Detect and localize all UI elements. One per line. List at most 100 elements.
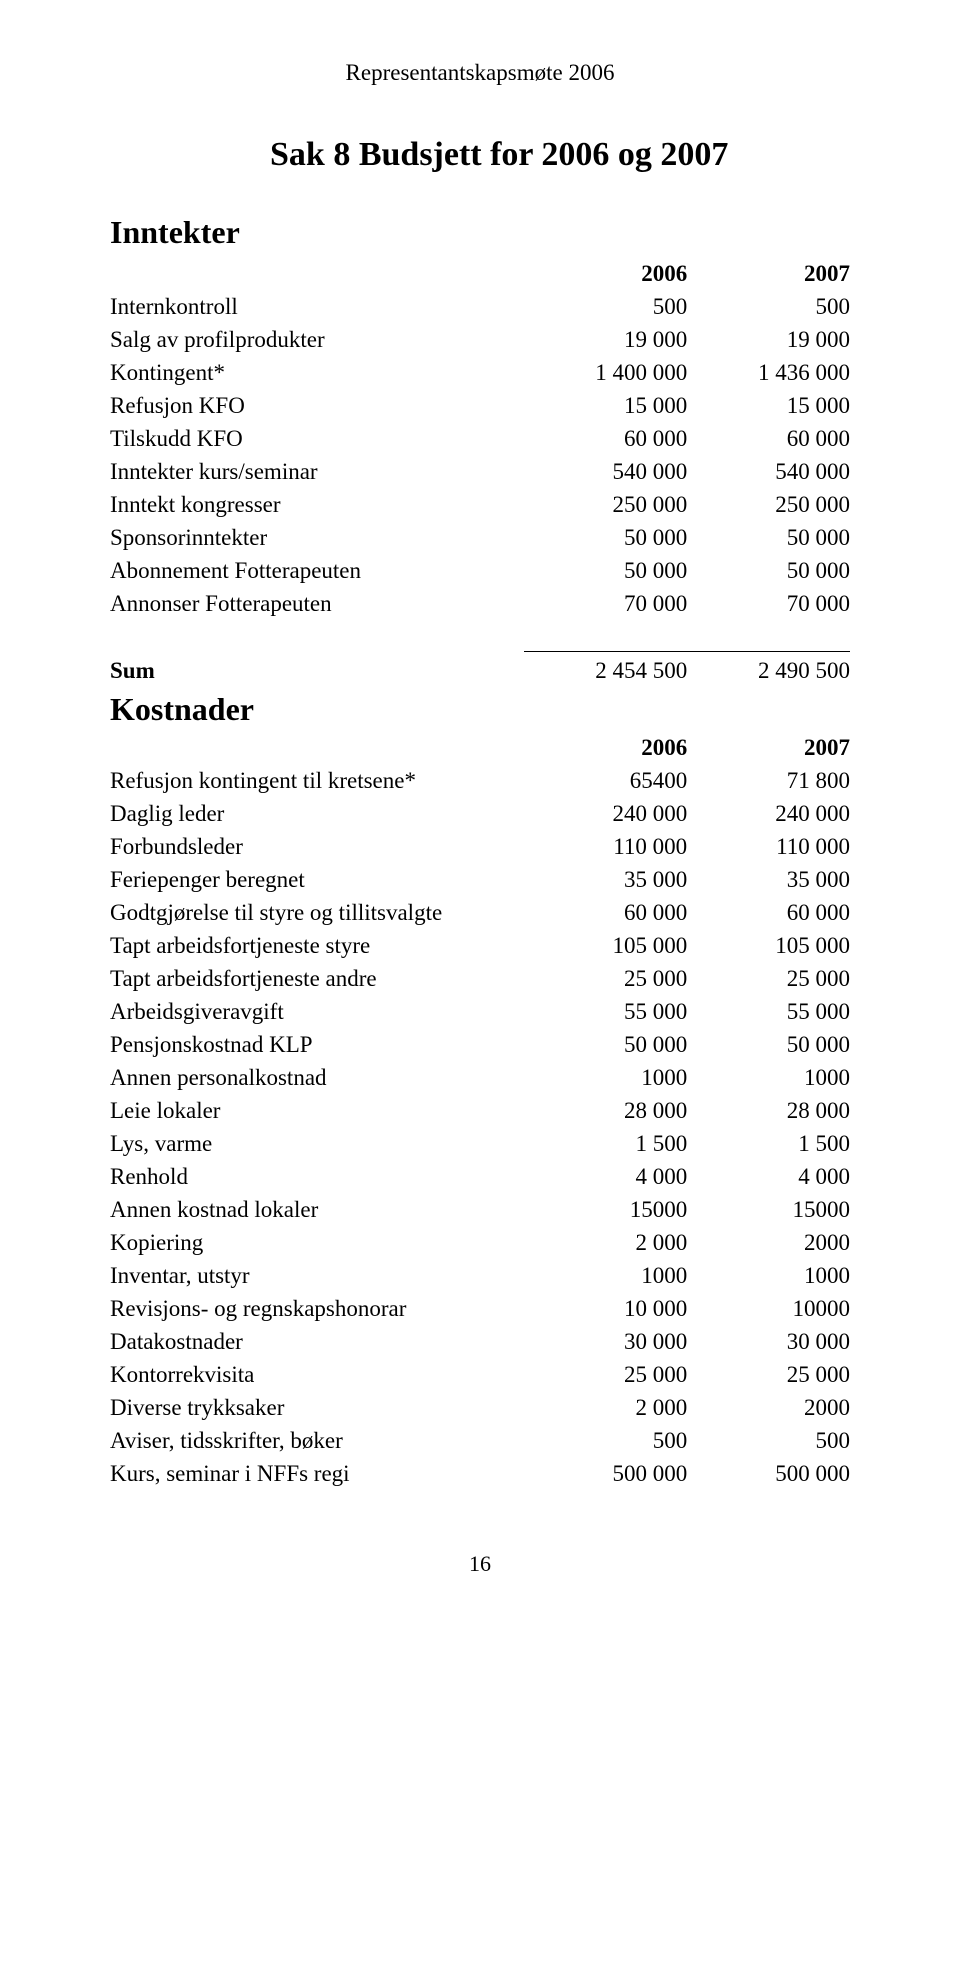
- income-value-y2: 50 000: [687, 554, 850, 587]
- income-sum-row: Sum 2 454 500 2 490 500: [110, 652, 850, 688]
- expense-row: Inventar, utstyr10001000: [110, 1260, 850, 1293]
- expense-row: Forbundsleder110 000110 000: [110, 831, 850, 864]
- income-row: Salg av profilprodukter19 00019 000: [110, 323, 850, 356]
- income-value-y1: 500: [524, 290, 687, 323]
- expense-value-y1: 50 000: [524, 1029, 687, 1062]
- income-value-y2: 250 000: [687, 488, 850, 521]
- income-value-y1: 70 000: [524, 587, 687, 620]
- income-row: Internkontroll500500: [110, 290, 850, 323]
- income-year-row: 2006 2007: [110, 257, 850, 290]
- expenses-heading-row: Kostnader: [110, 688, 850, 732]
- expense-value-y2: 10000: [687, 1293, 850, 1326]
- income-label: Salg av profilprodukter: [110, 323, 524, 356]
- expense-value-y2: 28 000: [687, 1095, 850, 1128]
- expense-value-y2: 25 000: [687, 963, 850, 996]
- expense-label: Diverse trykksaker: [110, 1392, 524, 1425]
- income-value-y1: 19 000: [524, 323, 687, 356]
- expense-value-y2: 1 500: [687, 1128, 850, 1161]
- income-value-y2: 1 436 000: [687, 356, 850, 389]
- expense-label: Lys, varme: [110, 1128, 524, 1161]
- expense-label: Kopiering: [110, 1227, 524, 1260]
- expense-value-y2: 4 000: [687, 1161, 850, 1194]
- income-value-y2: 540 000: [687, 455, 850, 488]
- expense-label: Kurs, seminar i NFFs regi: [110, 1458, 524, 1491]
- expense-label: Tapt arbeidsfortjeneste styre: [110, 930, 524, 963]
- income-value-y2: 15 000: [687, 389, 850, 422]
- page-header: Representantskapsmøte 2006: [110, 60, 850, 86]
- income-row: Abonnement Fotterapeuten50 00050 000: [110, 554, 850, 587]
- expense-value-y1: 30 000: [524, 1326, 687, 1359]
- expense-row: Arbeidsgiveravgift55 00055 000: [110, 996, 850, 1029]
- blank-cell: [110, 257, 524, 290]
- expense-value-y1: 55 000: [524, 996, 687, 1029]
- expense-value-y1: 1 500: [524, 1128, 687, 1161]
- expense-row: Revisjons- og regnskapshonorar10 0001000…: [110, 1293, 850, 1326]
- expense-value-y1: 240 000: [524, 798, 687, 831]
- expenses-heading: Kostnader: [110, 688, 524, 732]
- expense-row: Daglig leder240 000240 000: [110, 798, 850, 831]
- income-year-1: 2006: [524, 257, 687, 290]
- expense-value-y1: 25 000: [524, 1359, 687, 1392]
- income-row: Tilskudd KFO60 00060 000: [110, 422, 850, 455]
- income-row: Annonser Fotterapeuten70 00070 000: [110, 587, 850, 620]
- expense-value-y2: 35 000: [687, 864, 850, 897]
- expense-value-y1: 35 000: [524, 864, 687, 897]
- income-sum-y1: 2 454 500: [524, 652, 687, 688]
- expense-value-y2: 1000: [687, 1062, 850, 1095]
- expense-value-y2: 2000: [687, 1227, 850, 1260]
- income-table: 2006 2007 Internkontroll500500Salg av pr…: [110, 257, 850, 1491]
- expense-row: Annen kostnad lokaler1500015000: [110, 1194, 850, 1227]
- expense-row: Tapt arbeidsfortjeneste styre105 000105 …: [110, 930, 850, 963]
- expense-value-y2: 50 000: [687, 1029, 850, 1062]
- gap-row: [110, 620, 850, 652]
- income-heading: Inntekter: [110, 214, 850, 251]
- income-label: Refusjon KFO: [110, 389, 524, 422]
- expense-row: Kopiering2 0002000: [110, 1227, 850, 1260]
- expense-value-y2: 60 000: [687, 897, 850, 930]
- income-row: Refusjon KFO15 00015 000: [110, 389, 850, 422]
- income-value-y1: 50 000: [524, 521, 687, 554]
- expense-value-y1: 4 000: [524, 1161, 687, 1194]
- expense-value-y1: 105 000: [524, 930, 687, 963]
- income-row: Sponsorinntekter50 00050 000: [110, 521, 850, 554]
- expense-value-y2: 105 000: [687, 930, 850, 963]
- income-value-y2: 500: [687, 290, 850, 323]
- expense-row: Pensjonskostnad KLP50 00050 000: [110, 1029, 850, 1062]
- income-row: Inntekter kurs/seminar540 000540 000: [110, 455, 850, 488]
- expense-value-y1: 10 000: [524, 1293, 687, 1326]
- income-value-y1: 250 000: [524, 488, 687, 521]
- income-sum-label: Sum: [110, 652, 524, 688]
- page-title: Sak 8 Budsjett for 2006 og 2007: [270, 136, 850, 174]
- expense-label: Arbeidsgiveravgift: [110, 996, 524, 1029]
- income-row: Kontingent*1 400 0001 436 000: [110, 356, 850, 389]
- income-label: Inntekter kurs/seminar: [110, 455, 524, 488]
- expense-value-y1: 65400: [524, 765, 687, 798]
- expense-value-y2: 2000: [687, 1392, 850, 1425]
- expense-value-y1: 500: [524, 1425, 687, 1458]
- expense-value-y1: 15000: [524, 1194, 687, 1227]
- expense-value-y1: 500 000: [524, 1458, 687, 1491]
- income-value-y1: 540 000: [524, 455, 687, 488]
- expense-value-y1: 110 000: [524, 831, 687, 864]
- income-value-y2: 70 000: [687, 587, 850, 620]
- expense-label: Tapt arbeidsfortjeneste andre: [110, 963, 524, 996]
- expense-value-y1: 2 000: [524, 1392, 687, 1425]
- expense-row: Renhold4 0004 000: [110, 1161, 850, 1194]
- expense-row: Aviser, tidsskrifter, bøker500500: [110, 1425, 850, 1458]
- income-label: Tilskudd KFO: [110, 422, 524, 455]
- expense-label: Renhold: [110, 1161, 524, 1194]
- expense-value-y1: 1000: [524, 1260, 687, 1293]
- expense-value-y2: 1000: [687, 1260, 850, 1293]
- income-year-2: 2007: [687, 257, 850, 290]
- income-value-y2: 60 000: [687, 422, 850, 455]
- expense-row: Refusjon kontingent til kretsene*6540071…: [110, 765, 850, 798]
- expense-label: Feriepenger beregnet: [110, 864, 524, 897]
- expense-row: Diverse trykksaker2 0002000: [110, 1392, 850, 1425]
- expense-value-y2: 500: [687, 1425, 850, 1458]
- expense-label: Daglig leder: [110, 798, 524, 831]
- income-label: Sponsorinntekter: [110, 521, 524, 554]
- expense-value-y2: 55 000: [687, 996, 850, 1029]
- expenses-year-row: 2006 2007: [110, 732, 850, 765]
- expense-label: Aviser, tidsskrifter, bøker: [110, 1425, 524, 1458]
- expenses-year-1: 2006: [524, 732, 687, 765]
